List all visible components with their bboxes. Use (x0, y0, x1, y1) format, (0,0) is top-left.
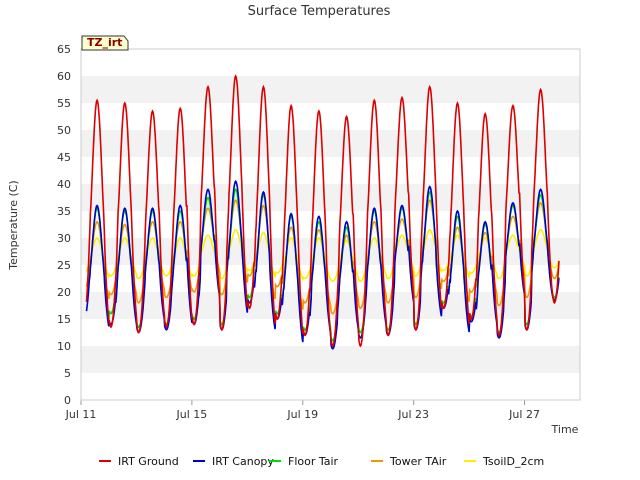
grid-band (81, 238, 580, 265)
badge-box (81, 35, 129, 51)
y-tick-label: 55 (57, 97, 71, 110)
series-line-irt-canopy (85, 180, 560, 350)
y-tick-label: 35 (57, 205, 71, 218)
y-tick-label: 5 (64, 367, 71, 380)
series-line-irt-ground (85, 74, 560, 348)
y-tick-label: 0 (64, 394, 71, 407)
legend-label: Floor Tair (288, 455, 339, 468)
legend-label: TsoilD_2cm (482, 455, 544, 468)
grid-band (81, 76, 580, 103)
y-tick-label: 50 (57, 124, 71, 137)
badge: TZ_irt (81, 35, 129, 51)
y-axis-ticks: 0 5 10 15 20 25 30 35 40 45 50 55 60 65 (57, 43, 71, 407)
x-tick-label: Jul 15 (176, 408, 208, 421)
y-axis-label: Temperature (C) (7, 180, 20, 270)
y-tick-label: 15 (57, 313, 71, 326)
badge-label: TZ_irt (87, 36, 122, 49)
y-tick-label: 65 (57, 43, 71, 56)
grid-band (81, 346, 580, 373)
grid-band (81, 130, 580, 157)
y-tick-label: 60 (57, 70, 71, 83)
y-tick-label: 40 (57, 178, 71, 191)
legend-label: IRT Canopy (212, 455, 274, 468)
legend-label: Tower TAir (389, 455, 447, 468)
y-tick-label: 20 (57, 286, 71, 299)
y-tick-label: 45 (57, 151, 71, 164)
legend-label: IRT Ground (118, 455, 179, 468)
x-tick-label: Jul 27 (508, 408, 540, 421)
x-tick-label: Jul 19 (286, 408, 318, 421)
y-tick-label: 10 (57, 340, 71, 353)
legend: IRT Ground IRT Canopy Floor Tair Tower TAir… (99, 455, 544, 468)
grid-band (81, 184, 580, 211)
x-tick-label: Jul 11 (65, 408, 97, 421)
plot-series (85, 74, 560, 350)
x-axis-label: Time (551, 423, 579, 436)
chart-title: Surface Temperatures (248, 4, 391, 19)
x-axis-ticks: Jul 11 Jul 15 Jul 19 Jul 23 Jul 27 (65, 400, 540, 421)
x-tick-label: Jul 23 (397, 408, 429, 421)
y-tick-label: 25 (57, 259, 71, 272)
y-tick-label: 30 (57, 232, 71, 245)
plot-border (80, 48, 581, 401)
